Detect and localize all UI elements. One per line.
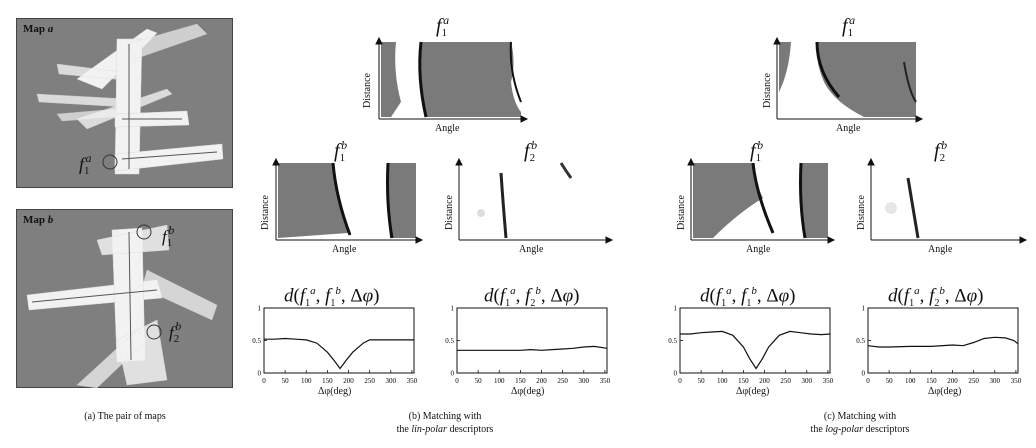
x-tick-label: 150	[322, 377, 333, 385]
x-tick-label: 200	[536, 377, 547, 385]
desc-c-top-ylabel: Distance	[762, 73, 773, 108]
x-tick-label: 50	[282, 377, 290, 385]
plot-b2-title: d(f1a, f2b, Δφ)	[484, 285, 580, 310]
desc-c-left-title: f1b	[750, 138, 764, 164]
plot-c2-title: d(f1a, f2b, Δφ)	[888, 285, 984, 310]
map-a-drawing	[36, 23, 224, 175]
plot-c1-xlabel: Δφ(deg)	[736, 386, 770, 397]
x-tick-label: 100	[494, 377, 505, 385]
plot-frame	[456, 307, 608, 374]
plot-c1: 0 50 100 150 200 250 300 350 0 0.5 1	[668, 305, 833, 386]
x-tick-label: 100	[301, 377, 312, 385]
x-tick-label: 0	[455, 377, 459, 385]
y-tick-label: 0.5	[668, 337, 677, 345]
desc-c-left-ylabel: Distance	[676, 195, 687, 230]
y-tick-label: 0	[451, 370, 455, 378]
desc-b-right-xlabel: Angle	[519, 244, 544, 255]
map-b-label: Map b	[23, 214, 54, 226]
y-tick-label: 0.5	[252, 337, 261, 345]
series-line	[680, 330, 831, 370]
plot-frame	[679, 307, 831, 374]
x-tick-label: 250	[968, 377, 979, 385]
plot-b1-xlabel: Δφ(deg)	[318, 386, 352, 397]
plot-c2: 0 50 100 150 200 250 300 350 0 0.5 1	[856, 305, 1021, 386]
x-tick-label: 100	[905, 377, 916, 385]
series-line	[867, 336, 1019, 348]
desc-b-top-image	[381, 41, 522, 118]
map-b-marker1-label: f1b	[162, 223, 175, 249]
series-line	[457, 345, 608, 351]
x-tick-label: 300	[802, 377, 813, 385]
x-tick-label: 200	[947, 377, 958, 385]
desc-c-top-xlabel: Angle	[836, 123, 861, 134]
caption-c: (c) Matching with the log-polar descript…	[810, 411, 910, 435]
x-tick-label: 200	[759, 377, 770, 385]
desc-b-right-ylabel: Distance	[444, 195, 455, 230]
x-tick-label: 150	[926, 377, 937, 385]
y-tick-label: 0	[674, 370, 678, 378]
x-tick-label: 300	[990, 377, 1001, 385]
x-tick-label: 250	[557, 377, 568, 385]
x-tick-label: 150	[738, 377, 749, 385]
x-tick-label: 350	[407, 377, 418, 385]
x-tick-label: 0	[866, 377, 870, 385]
x-tick-label: 50	[475, 377, 483, 385]
map-a-label: Map a	[23, 23, 54, 35]
x-tick-label: 350	[600, 377, 611, 385]
desc-c-left-xlabel: Angle	[746, 244, 771, 255]
x-tick-label: 300	[386, 377, 397, 385]
x-tick-label: 350	[823, 377, 834, 385]
desc-b-left-xlabel: Angle	[332, 244, 357, 255]
desc-c-right-title: f2b	[934, 138, 948, 164]
y-tick-label: 0	[258, 370, 262, 378]
y-tick-label: 0.5	[856, 337, 865, 345]
x-tick-label: 0	[678, 377, 682, 385]
plot-b2: 0 50 100 150 200 250 300 350 0 0.5 1	[445, 305, 610, 386]
desc-c-top-image	[779, 41, 917, 117]
caption-a: (a) The pair of maps	[84, 411, 166, 422]
x-tick-label: 50	[698, 377, 706, 385]
desc-c-right-image	[873, 163, 1021, 239]
y-tick-label: 0.5	[445, 337, 454, 345]
desc-b-right-title: f2b	[524, 138, 538, 164]
desc-b-right-image	[461, 162, 606, 239]
y-tick-label: 0	[862, 370, 866, 378]
x-tick-label: 100	[717, 377, 728, 385]
x-tick-label: 350	[1011, 377, 1022, 385]
x-tick-label: 0	[262, 377, 266, 385]
plot-b1-title: d(f1a, f1b, Δφ)	[284, 285, 380, 310]
plot-frame	[867, 307, 1019, 374]
desc-c-right-ylabel: Distance	[856, 195, 867, 230]
y-tick-label: 1	[451, 305, 455, 313]
caption-b: (b) Matching with the lin-polar descript…	[396, 411, 494, 435]
map-b-drawing	[26, 224, 218, 389]
desc-b-left-ylabel: Distance	[260, 195, 271, 230]
x-tick-label: 150	[515, 377, 526, 385]
plot-c2-xlabel: Δφ(deg)	[928, 386, 962, 397]
plot-c1-title: d(f1a, f1b, Δφ)	[700, 285, 796, 310]
x-tick-label: 250	[780, 377, 791, 385]
desc-b-left-image	[278, 162, 416, 239]
plot-b1: 0 50 100 150 200 250 300 350 0 0.5 1	[252, 305, 417, 386]
desc-b-left-title: f1b	[334, 138, 348, 164]
map-a-image: Map a f1a	[16, 18, 233, 188]
x-tick-label: 50	[886, 377, 894, 385]
desc-c-top-title: f1a	[842, 13, 856, 39]
y-tick-label: 1	[862, 305, 866, 313]
desc-b-top-xlabel: Angle	[435, 123, 460, 134]
map-b-marker2-label: f2b	[169, 319, 182, 345]
desc-b-top-title: f1a	[436, 13, 450, 39]
desc-c-left-image	[693, 162, 828, 239]
desc-c-right-xlabel: Angle	[928, 244, 953, 255]
series-line	[264, 337, 414, 370]
x-tick-label: 300	[579, 377, 590, 385]
desc-b-top-ylabel: Distance	[362, 73, 373, 108]
y-tick-label: 1	[258, 305, 262, 313]
map-a-marker-label: f1a	[79, 151, 92, 177]
x-tick-label: 250	[364, 377, 375, 385]
map-b-image: Map b f1b f2b	[16, 209, 233, 389]
plot-b2-xlabel: Δφ(deg)	[511, 386, 545, 397]
x-tick-label: 200	[343, 377, 354, 385]
y-tick-label: 1	[674, 305, 678, 313]
